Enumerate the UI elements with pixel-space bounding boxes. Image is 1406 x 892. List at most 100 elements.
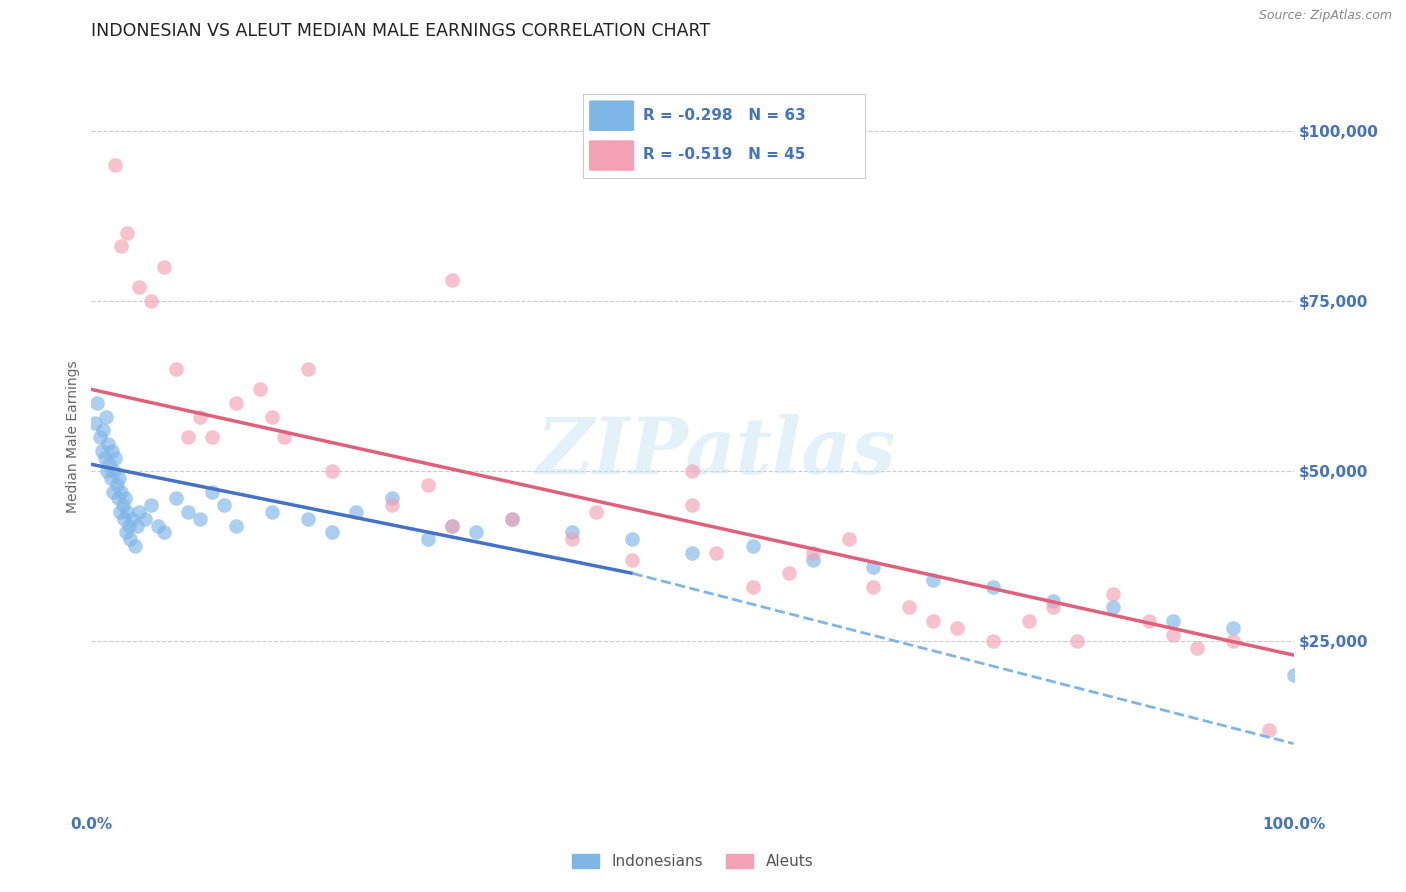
Point [706,546,728,560]
Text: R = -0.298   N = 63: R = -0.298 N = 63 [643,108,806,123]
Point [1066,634,1088,648]
Point [110,484,132,499]
Point [93,423,115,437]
Point [165,491,187,506]
Point [801,552,824,566]
Point [101,484,124,499]
Point [188,409,211,424]
Point [946,621,969,635]
Point [1042,600,1064,615]
Point [200,484,222,499]
Point [86,396,108,410]
Point [188,512,211,526]
Point [124,539,146,553]
Point [146,518,169,533]
Point [1187,641,1209,656]
Point [110,505,132,519]
Point [117,505,139,519]
Point [621,533,644,547]
Point [104,158,127,172]
Point [176,430,198,444]
Point [381,498,404,512]
Point [97,437,120,451]
Point [321,525,343,540]
Point [1258,723,1281,737]
Point [125,518,148,533]
FancyBboxPatch shape [589,140,634,170]
Point [260,409,283,424]
Point [115,525,138,540]
Point [128,280,150,294]
Point [981,634,1004,648]
Point [94,409,117,424]
Point [1137,614,1160,628]
Point [1042,593,1064,607]
Point [165,362,187,376]
Point [141,498,163,512]
Point [1282,668,1305,682]
Point [501,512,523,526]
Point [101,443,124,458]
Point [838,533,860,547]
Point [862,559,884,574]
Point [105,477,128,491]
Point [141,293,163,308]
Text: R = -0.519   N = 45: R = -0.519 N = 45 [643,147,804,162]
Point [212,498,235,512]
Point [96,464,118,478]
Point [621,552,644,566]
Point [897,600,920,615]
Point [1161,627,1184,641]
Point [440,518,463,533]
Point [862,580,884,594]
Point [440,518,463,533]
Point [681,464,703,478]
Point [114,491,136,506]
Point [89,430,111,444]
Point [225,518,247,533]
Point [152,260,174,274]
Point [344,505,367,519]
Y-axis label: Median Male Earnings: Median Male Earnings [66,360,80,514]
Point [260,505,283,519]
Point [416,477,439,491]
Point [100,471,122,485]
Point [501,512,523,526]
Point [225,396,247,410]
Point [249,383,271,397]
Point [118,533,141,547]
Point [297,362,319,376]
Point [381,491,404,506]
Point [152,525,174,540]
Point [416,533,439,547]
Point [741,539,763,553]
Point [922,573,945,587]
Point [681,546,703,560]
Point [981,580,1004,594]
Point [1222,634,1244,648]
Legend: Indonesians, Aleuts: Indonesians, Aleuts [565,848,820,875]
Point [98,458,121,472]
Point [104,450,127,465]
Point [801,546,824,560]
Point [561,533,583,547]
Point [93,450,115,465]
Point [112,512,135,526]
Point [111,498,134,512]
Point [121,512,143,526]
FancyBboxPatch shape [589,101,634,131]
Point [128,505,150,519]
Point [108,471,131,485]
Text: INDONESIAN VS ALEUT MEDIAN MALE EARNINGS CORRELATION CHART: INDONESIAN VS ALEUT MEDIAN MALE EARNINGS… [91,22,710,40]
Text: ZIPatlas: ZIPatlas [537,414,896,491]
Point [134,512,156,526]
Point [84,417,107,431]
Point [1161,614,1184,628]
Point [1102,587,1125,601]
Point [200,430,222,444]
Point [118,518,141,533]
Point [273,430,295,444]
Point [561,525,583,540]
Point [922,614,945,628]
Point [465,525,488,540]
